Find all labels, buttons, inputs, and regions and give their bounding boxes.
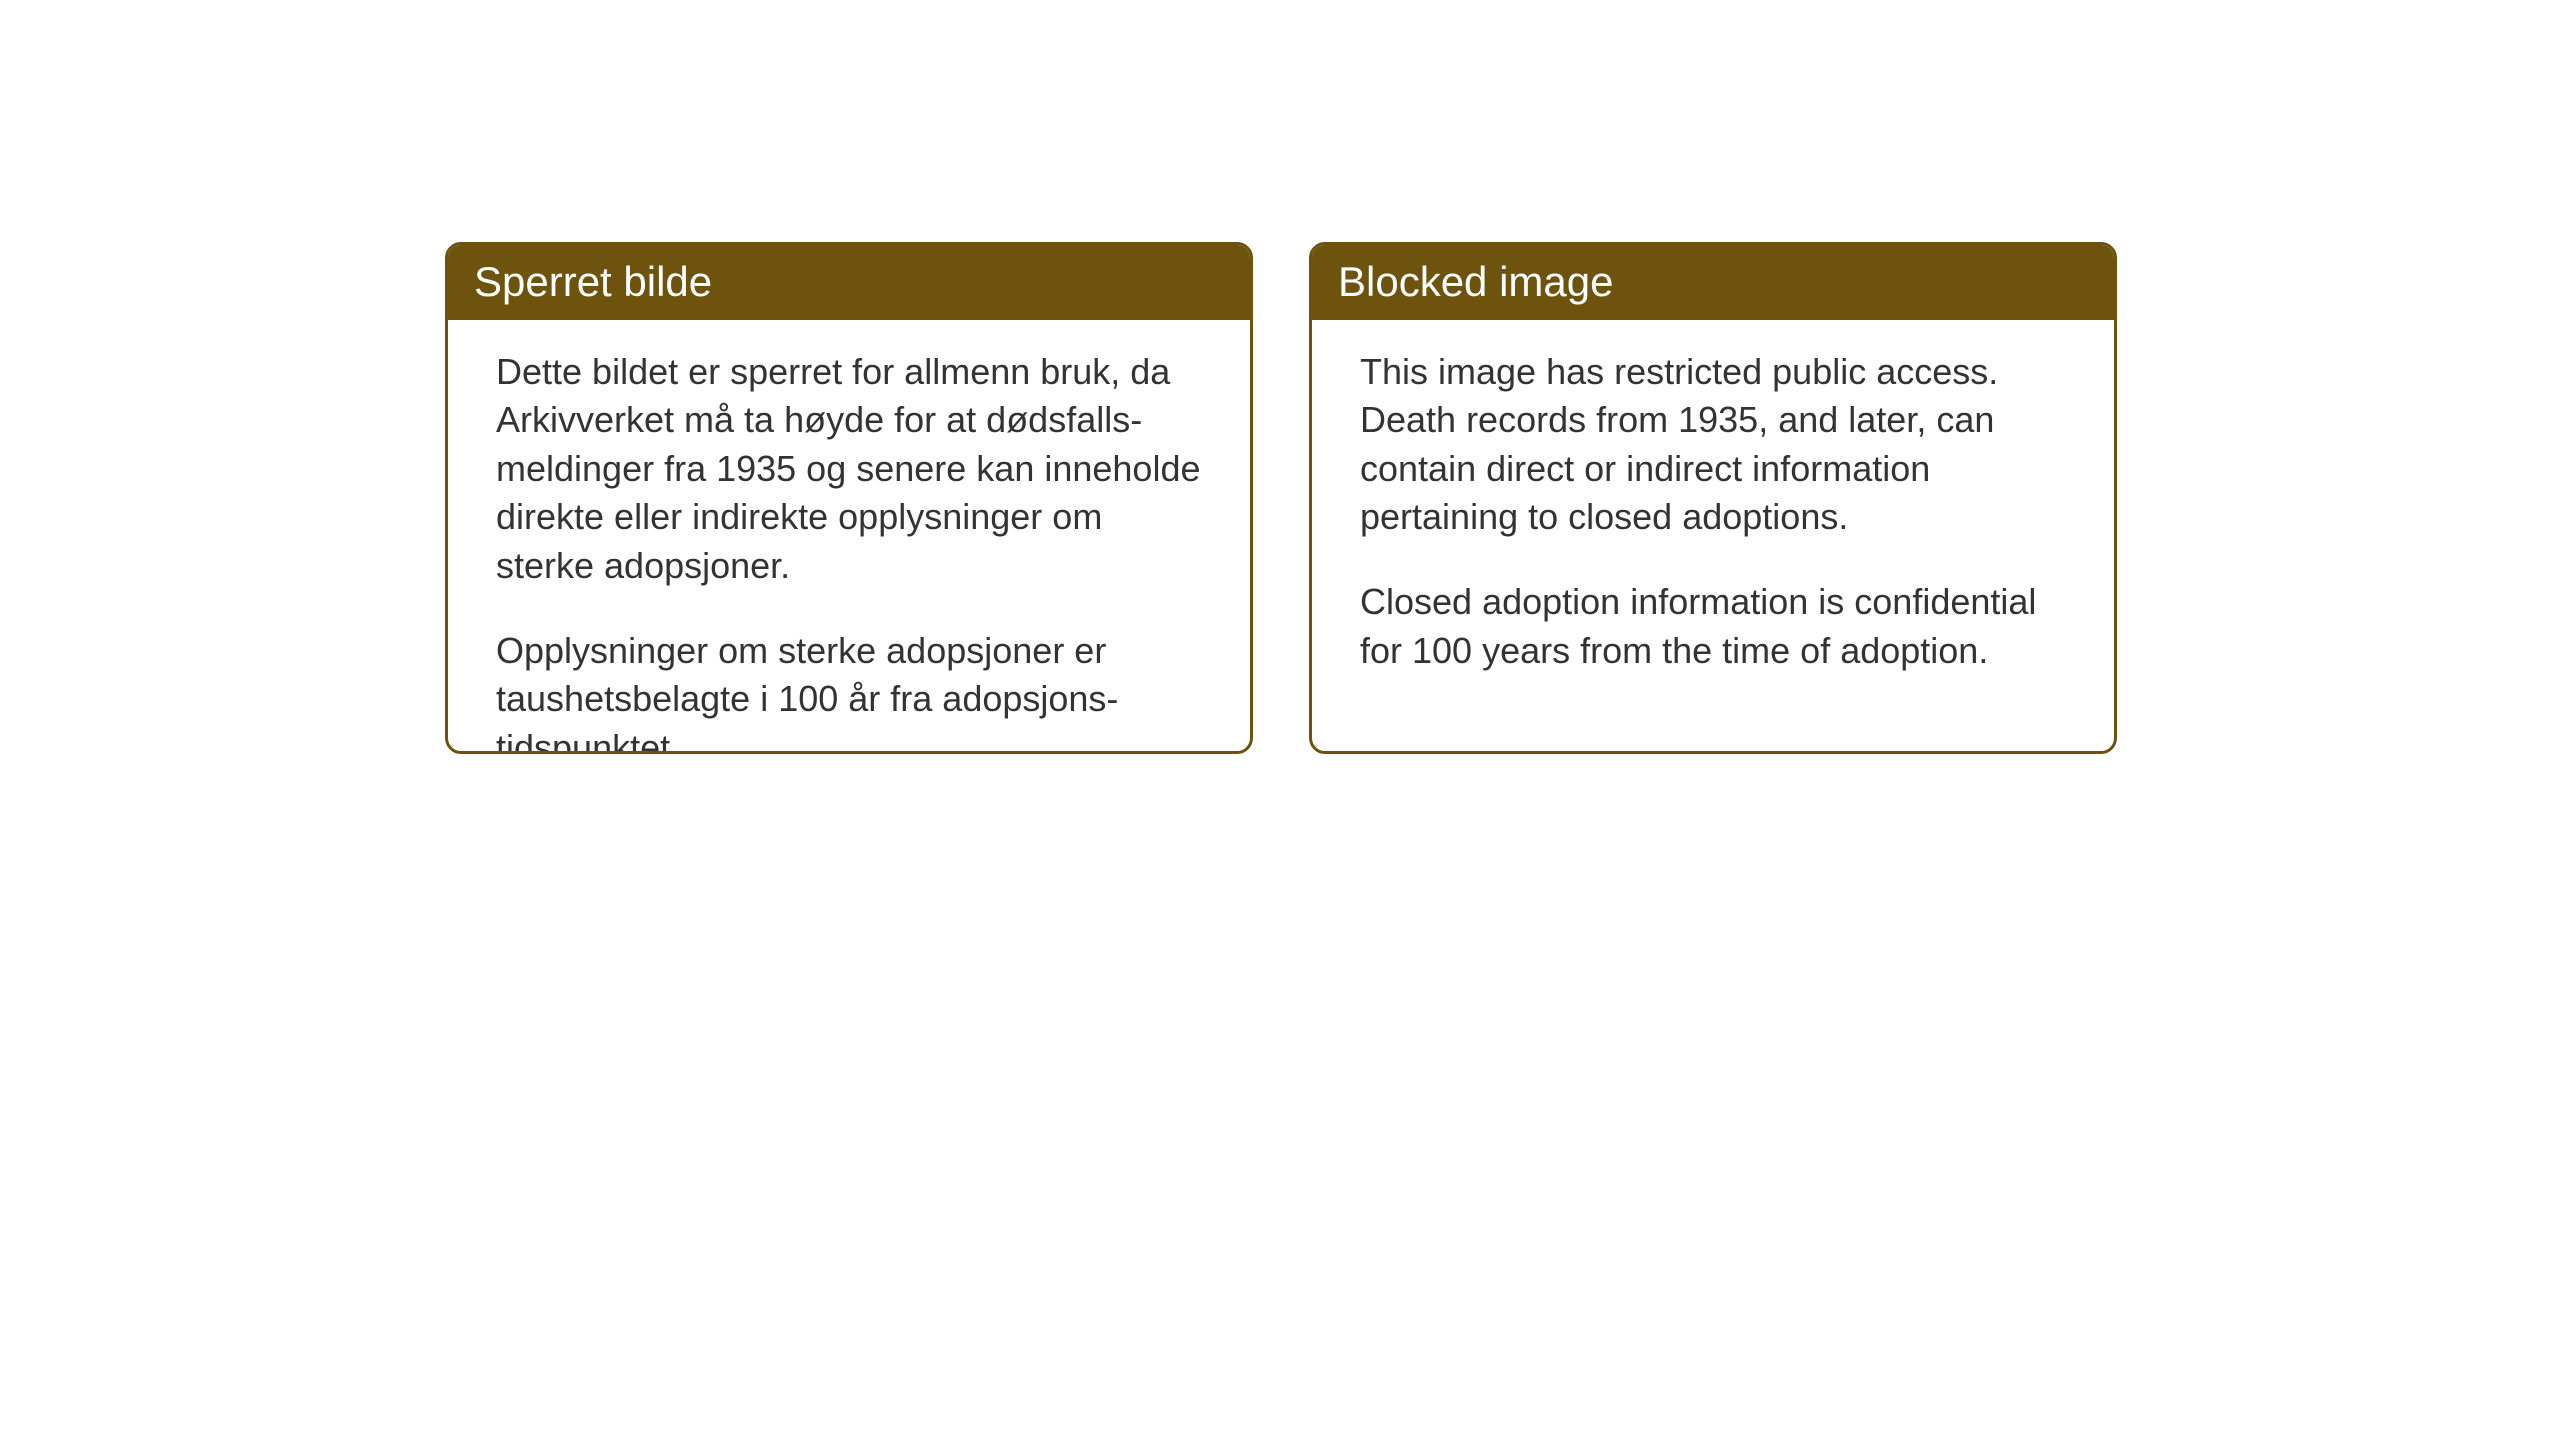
notice-card-norwegian: Sperret bilde Dette bildet er sperret fo… (445, 242, 1253, 754)
card-paragraph-2-no: Opplysninger om sterke adopsjoner er tau… (496, 627, 1202, 754)
card-title-norwegian: Sperret bilde (448, 245, 1250, 320)
card-body-english: This image has restricted public access.… (1312, 320, 2114, 716)
card-paragraph-1-no: Dette bildet er sperret for allmenn bruk… (496, 348, 1202, 591)
card-title-english: Blocked image (1312, 245, 2114, 320)
card-paragraph-1-en: This image has restricted public access.… (1360, 348, 2066, 542)
notice-card-english: Blocked image This image has restricted … (1309, 242, 2117, 754)
card-paragraph-2-en: Closed adoption information is confident… (1360, 578, 2066, 675)
notice-container: Sperret bilde Dette bildet er sperret fo… (445, 242, 2117, 754)
card-body-norwegian: Dette bildet er sperret for allmenn bruk… (448, 320, 1250, 754)
